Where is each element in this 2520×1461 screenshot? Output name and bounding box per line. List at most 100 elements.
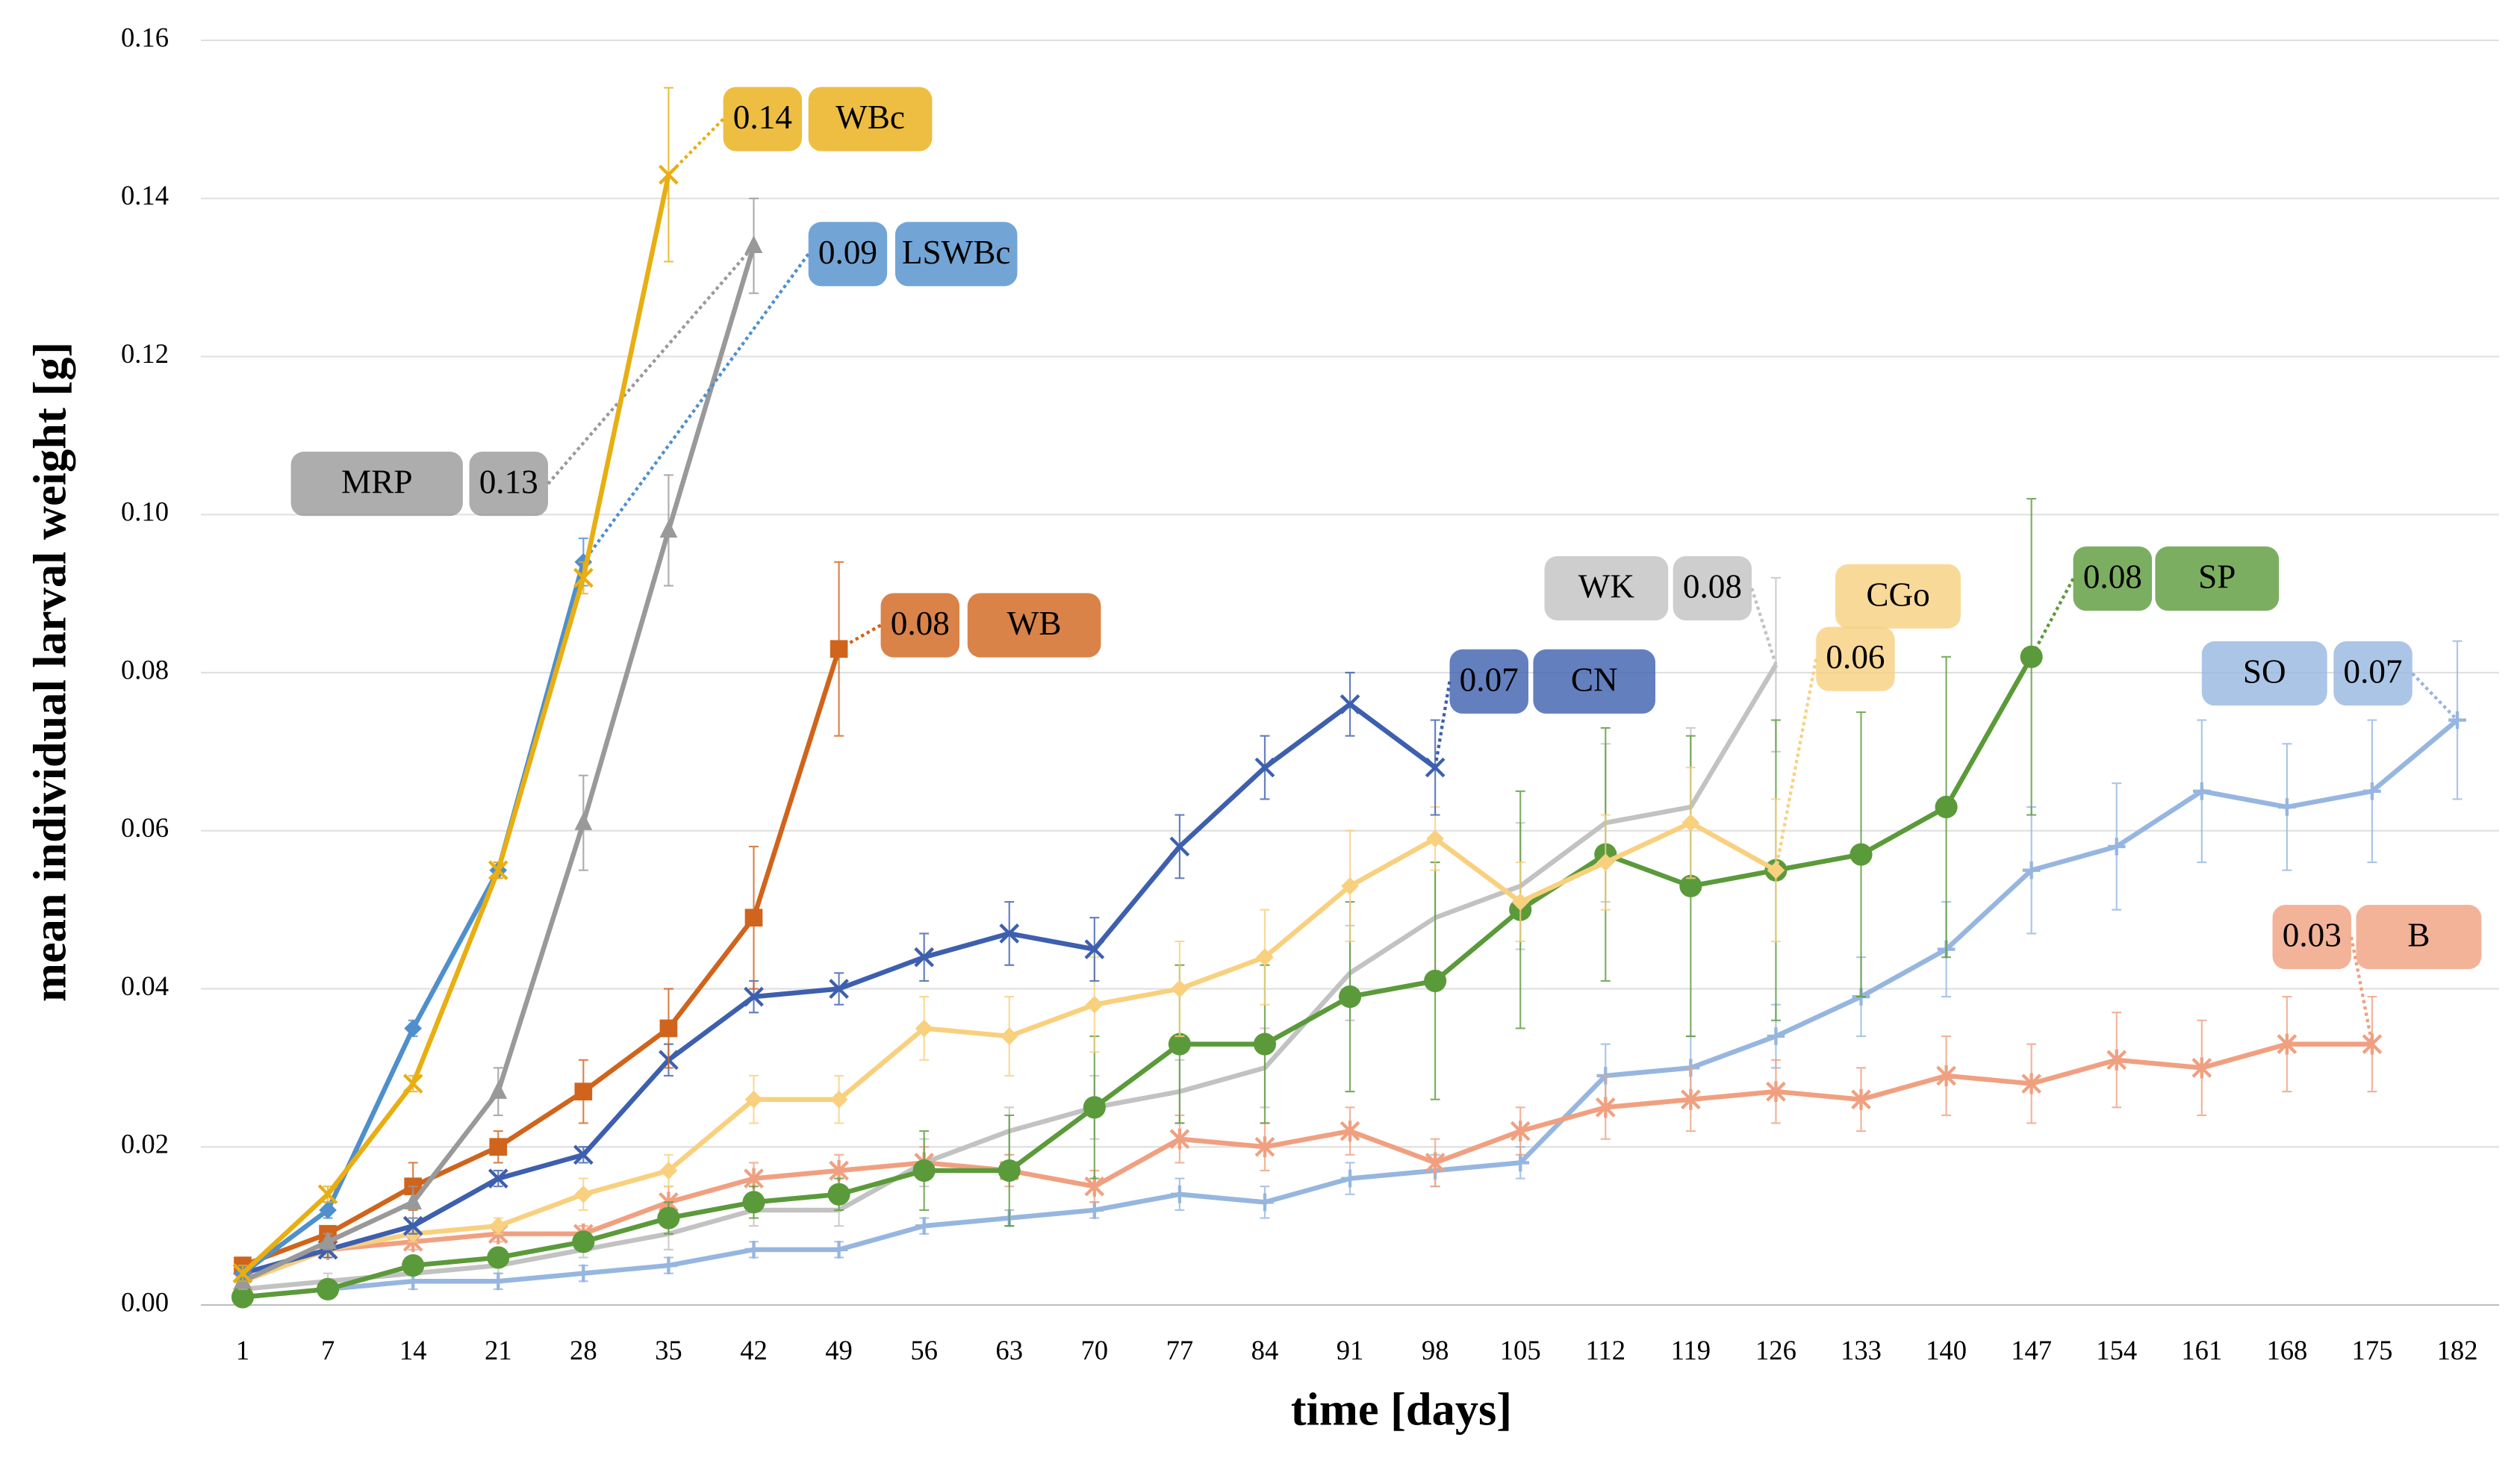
callout-value-box (1449, 649, 1528, 714)
x-tick-label: 126 (1755, 1335, 1796, 1365)
x-tick-label: 35 (655, 1335, 682, 1365)
leader-line (2411, 672, 2459, 722)
callout-value-box (1673, 555, 1752, 621)
marker (1169, 1128, 1190, 1150)
marker (574, 812, 593, 830)
callout-name-box (895, 222, 1018, 287)
marker (998, 1159, 1021, 1183)
marker (319, 1201, 337, 1219)
marker (1595, 1097, 1616, 1118)
callout-value-box (2272, 905, 2351, 970)
marker (489, 1217, 508, 1235)
x-tick-label: 77 (1166, 1335, 1194, 1365)
x-tick-label: 1 (236, 1335, 249, 1365)
marker (402, 1215, 423, 1236)
x-tick-label: 154 (2096, 1335, 2137, 1365)
x-tick-label: 42 (740, 1335, 768, 1365)
marker (659, 1019, 678, 1038)
marker (1766, 1081, 1786, 1103)
x-tick-label: 21 (485, 1335, 512, 1365)
callout-value: 0.07 (2344, 653, 2403, 691)
marker (915, 1217, 933, 1235)
y-tick-label: 0.14 (121, 180, 169, 211)
marker (402, 1074, 423, 1094)
x-tick-label: 161 (2181, 1335, 2222, 1365)
callout-name: CN (1571, 661, 1618, 698)
callout-name: WBc (836, 99, 905, 136)
series-line (240, 174, 671, 1276)
marker (574, 1264, 593, 1283)
marker (659, 1162, 678, 1180)
marker (744, 1168, 764, 1189)
marker (2107, 838, 2126, 856)
x-tick-label: 49 (825, 1335, 853, 1365)
marker (487, 1246, 510, 1269)
marker (1171, 979, 1189, 998)
x-tick-label: 147 (2011, 1335, 2052, 1365)
callout-value-box (2333, 641, 2412, 706)
marker (744, 909, 763, 927)
x-tick-label: 70 (1081, 1335, 1109, 1365)
marker (1935, 795, 1958, 819)
marker (1085, 995, 1104, 1014)
marker (2448, 711, 2466, 729)
marker (1000, 1027, 1018, 1045)
marker (1338, 985, 1362, 1009)
series: 0.08 WB (234, 561, 1101, 1274)
marker (744, 1090, 763, 1109)
x-tick-label: 63 (995, 1335, 1023, 1365)
x-tick-label: 119 (1671, 1335, 1711, 1365)
y-tick-label: 0.10 (121, 496, 169, 527)
marker (2277, 1033, 2297, 1055)
x-tick-label: 112 (1586, 1335, 1626, 1365)
callout-value: 0.08 (891, 605, 950, 642)
marker (744, 986, 764, 1007)
y-tick-label: 0.12 (121, 338, 169, 369)
marker (1168, 1032, 1191, 1056)
marker (1851, 1088, 1871, 1110)
marker (744, 235, 763, 253)
series-line (241, 245, 756, 1284)
marker (2021, 1073, 2042, 1094)
marker (489, 1081, 508, 1099)
marker (1083, 1096, 1106, 1119)
marker (1340, 1121, 1360, 1142)
y-axis-title: mean individual larval weight [g] (24, 342, 76, 1002)
marker (830, 1090, 848, 1109)
marker (2191, 1057, 2212, 1079)
marker (489, 1272, 508, 1291)
callout-value-box (469, 452, 548, 517)
callout-value: 0.08 (1683, 568, 1742, 605)
marker (1085, 1201, 1104, 1219)
marker (317, 1184, 338, 1205)
y-tick-label: 0.08 (121, 654, 169, 685)
marker (830, 640, 848, 658)
y-tick-label: 0.02 (121, 1129, 169, 1159)
callout-value-box (808, 222, 888, 287)
series: 0.14 WBc (232, 87, 933, 1284)
callout-value: 0.14 (733, 99, 792, 136)
callout-name: SP (2198, 558, 2236, 596)
marker (232, 1263, 253, 1284)
callout-value-box (880, 593, 959, 658)
marker (829, 1160, 849, 1181)
leader-line (1774, 658, 1818, 871)
leader-line (1433, 681, 1452, 768)
marker (231, 1286, 255, 1309)
marker (742, 1191, 765, 1214)
marker (2106, 1049, 2127, 1071)
marker (1171, 1185, 1189, 1203)
marker (404, 1019, 423, 1038)
marker (574, 1082, 593, 1100)
callout-value-box (723, 87, 803, 152)
marker (1425, 757, 1446, 778)
callout-name: MRP (341, 464, 412, 501)
marker (572, 1230, 595, 1253)
callout-name-box (2201, 641, 2327, 706)
x-tick-label: 56 (910, 1335, 938, 1365)
callout-value: 0.09 (818, 234, 877, 271)
y-tick-label: 0.04 (121, 971, 169, 1001)
x-tick-label: 84 (1251, 1335, 1279, 1365)
marker (1511, 1153, 1530, 1172)
x-tick-label: 98 (1422, 1335, 1449, 1365)
